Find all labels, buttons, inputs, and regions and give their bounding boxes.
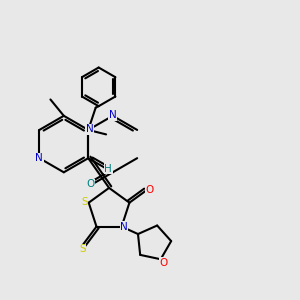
Text: O: O	[86, 179, 94, 189]
Text: N: N	[120, 222, 128, 232]
Text: N: N	[35, 153, 43, 163]
Text: H: H	[104, 164, 112, 174]
Text: N: N	[109, 110, 117, 120]
Text: S: S	[81, 197, 88, 207]
Text: O: O	[146, 185, 154, 195]
Text: O: O	[160, 258, 168, 268]
Text: S: S	[79, 244, 86, 254]
Text: N: N	[86, 124, 94, 134]
